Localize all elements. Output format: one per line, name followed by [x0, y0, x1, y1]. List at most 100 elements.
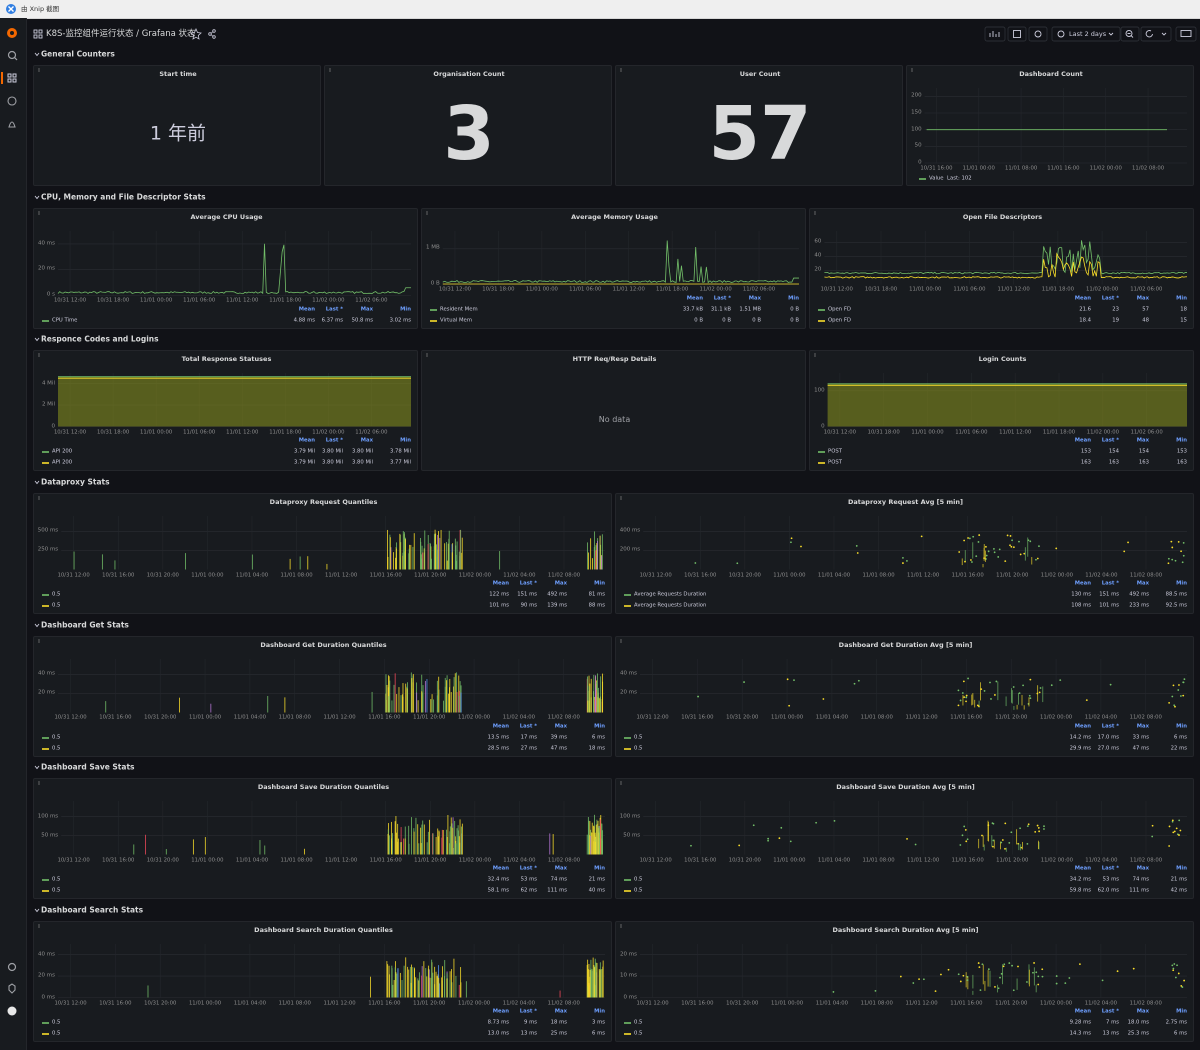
trace-dot [992, 823, 995, 826]
profile-icon[interactable] [7, 1006, 17, 1016]
capture-label: 由 Xnip 截图 [21, 4, 60, 13]
save-button[interactable] [1007, 26, 1027, 42]
trace-dot [981, 834, 983, 837]
row-collapse[interactable] [34, 194, 40, 200]
x-tick-label: 10/31 18:00 [867, 429, 900, 436]
zoom-out-button[interactable] [1120, 26, 1140, 42]
legend-column: Max [748, 295, 761, 302]
trace-bar [436, 976, 438, 998]
trace-bar [387, 556, 389, 570]
trace-dot [833, 820, 836, 823]
trace-bar [414, 968, 415, 998]
trace-bar [417, 978, 419, 998]
trace-dot [1010, 545, 1013, 548]
panel-info[interactable] [424, 210, 430, 216]
trace-bar [289, 558, 291, 570]
x-tick-label: 11/01 18:00 [1042, 429, 1076, 436]
panel-info[interactable] [327, 67, 333, 73]
x-tick-label: 10/31 12:00 [57, 857, 90, 864]
panel-info[interactable] [424, 352, 430, 358]
panel-info[interactable] [36, 495, 42, 501]
trace-dot [981, 963, 984, 966]
legend-stat: 13 ms [1102, 1030, 1119, 1037]
trace-bar [434, 984, 436, 998]
sidebar-icons [1, 28, 18, 1016]
row-collapse[interactable] [34, 764, 40, 770]
trace-bar [399, 534, 401, 570]
time-picker[interactable] [1051, 26, 1121, 42]
trace-bar [436, 544, 438, 570]
nav-actions[interactable] [190, 28, 220, 40]
panel-info[interactable] [36, 210, 42, 216]
chevron [34, 480, 40, 485]
trace-bar [446, 560, 448, 570]
trace-bar [602, 681, 604, 713]
row-collapse[interactable] [34, 479, 40, 485]
config-icon[interactable] [7, 962, 17, 972]
panel-info[interactable] [36, 780, 42, 786]
time-range[interactable]: Last 2 days [1069, 29, 1107, 38]
legend-column: Last * [1101, 437, 1119, 444]
legend-stat: 18 [1180, 306, 1187, 313]
panel: Average Memory Usage 1 MB 0 B 10/31 12:00 10… [421, 207, 806, 329]
search-icon[interactable] [7, 50, 17, 60]
trace-dot [1036, 557, 1039, 560]
trace-dot [1179, 829, 1182, 832]
settings-button[interactable] [1028, 26, 1048, 42]
refresh-button[interactable] [1140, 26, 1172, 42]
panel-info[interactable] [618, 923, 624, 929]
trace-dot [987, 968, 990, 971]
panel-info[interactable] [36, 352, 42, 358]
x-tick-label: 11/01 18:00 [1041, 286, 1074, 293]
legend-stat: 42 ms [1170, 887, 1187, 894]
trace-bar [972, 990, 974, 995]
panel: Total Response Statuses 4 Mil 2 Mil 0 10/31 … [33, 350, 418, 472]
legend-stat: 88.5 ms [1165, 591, 1187, 598]
admin-icon[interactable] [8, 983, 16, 994]
x-tick-label: 11/01 12:00 [997, 286, 1030, 293]
row-collapse[interactable] [34, 907, 40, 913]
x-tick-label: 11/02 06:00 [1130, 286, 1163, 293]
panel-info[interactable] [36, 923, 42, 929]
panel-info[interactable] [909, 67, 915, 73]
trace-dot [1041, 968, 1044, 971]
trace-bar [434, 966, 436, 998]
dashboards-icon[interactable] [7, 73, 17, 83]
breadcrumb[interactable]: K8S-监控组件运行状态 / Grafana 状态 [46, 28, 196, 39]
y-tick-label: 0 [918, 159, 922, 166]
trace-dot [1055, 982, 1058, 985]
alerting-icon[interactable] [8, 121, 16, 128]
graph [42, 658, 605, 750]
trace-bar [284, 697, 286, 713]
trace-bar [595, 962, 597, 998]
panel-info[interactable] [618, 495, 624, 501]
graph [624, 658, 1187, 750]
trace-bar [592, 558, 593, 570]
trace-bar [370, 976, 371, 998]
explore-icon[interactable] [7, 96, 17, 106]
add-panel-button[interactable] [984, 26, 1006, 42]
panel-info[interactable] [36, 67, 42, 73]
row-collapse[interactable] [34, 51, 40, 57]
panel-info[interactable] [812, 352, 818, 358]
row-collapse[interactable] [34, 622, 40, 628]
x-tick-label: 11/02 08:00 [547, 714, 580, 721]
panel: HTTP Req/Resp Details No data [421, 350, 806, 472]
x-tick-label: 11/01 06:00 [569, 286, 602, 293]
trace-bar [444, 686, 446, 713]
row-collapse[interactable] [34, 336, 40, 342]
trace-bar [105, 700, 107, 713]
trace-bar [395, 972, 397, 998]
panel-info[interactable] [36, 638, 42, 644]
trace-bar [407, 688, 408, 713]
panel-info[interactable] [812, 210, 818, 216]
panel-info[interactable] [618, 780, 624, 786]
panel-info[interactable] [618, 638, 624, 644]
legend-stat: 74 ms [1132, 876, 1149, 883]
trace-bar [418, 972, 420, 998]
trace-bar [421, 966, 423, 998]
legend-stat: 233 ms [1129, 602, 1149, 609]
panel-info[interactable] [618, 67, 624, 73]
x-tick-label: 11/01 04:00 [815, 999, 848, 1006]
tv-mode-button[interactable] [1175, 26, 1197, 42]
